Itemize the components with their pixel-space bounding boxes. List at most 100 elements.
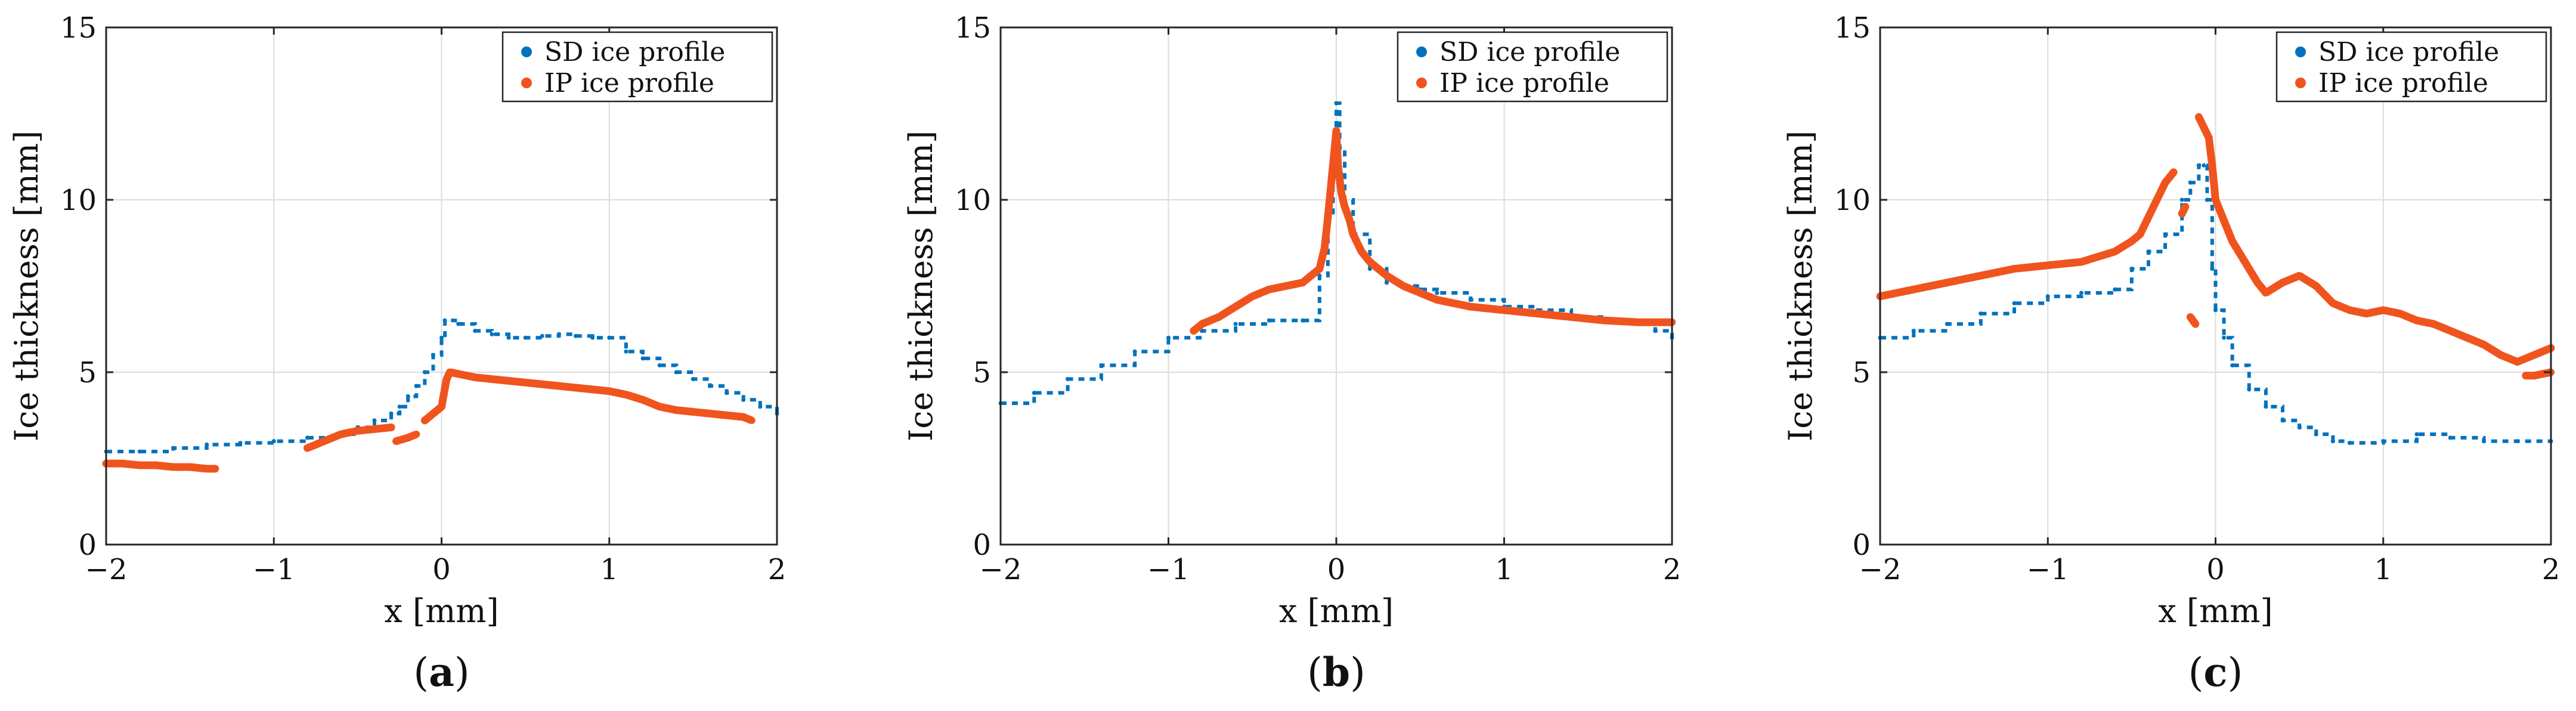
data-point	[1267, 318, 1271, 323]
data-point	[1383, 272, 1391, 280]
data-point	[1265, 286, 1273, 293]
data-point	[2379, 306, 2387, 314]
x-tick-label: 0	[1327, 553, 1346, 586]
x-tick-label: −2	[85, 553, 128, 586]
y-tick-label: 5	[78, 356, 97, 389]
data-point	[574, 333, 578, 338]
data-point	[456, 322, 461, 326]
data-point	[2196, 163, 2201, 168]
data-point	[1435, 290, 1439, 295]
data-point	[1032, 391, 1036, 395]
data-point	[2220, 217, 2228, 224]
data-point	[413, 431, 420, 438]
data-point	[2522, 372, 2529, 379]
data-point	[724, 391, 729, 395]
data-point	[505, 377, 512, 385]
data-point	[372, 418, 377, 423]
legend-ip-label: IP ice profile	[544, 68, 714, 98]
data-point	[2163, 232, 2168, 237]
data-point	[2230, 363, 2235, 367]
y-tick-label: 0	[78, 528, 97, 562]
data-point	[2045, 294, 2050, 299]
x-tick-label: 2	[1663, 553, 1682, 586]
data-point	[404, 434, 412, 441]
data-point	[2191, 320, 2199, 328]
data-point	[1249, 292, 1256, 300]
data-point	[656, 403, 664, 410]
data-point	[2482, 439, 2486, 444]
x-tick-label: 0	[2206, 553, 2225, 586]
plot-area	[102, 318, 779, 473]
sd-step-line	[1001, 101, 1674, 406]
legend-sd-marker	[521, 47, 532, 57]
data-point	[555, 382, 563, 390]
data-point	[2245, 265, 2253, 273]
legend-sd-marker	[1416, 47, 1427, 57]
ip-series	[102, 368, 756, 473]
x-tick-label: −1	[1147, 553, 1190, 586]
data-point	[1324, 213, 1332, 221]
data-point	[2312, 282, 2320, 290]
data-point	[2413, 317, 2420, 324]
data-point	[1301, 318, 1305, 323]
y-axis-label: Ice thickness [mm]	[1782, 131, 1819, 441]
data-point	[706, 410, 714, 418]
data-point	[2178, 210, 2186, 218]
data-point	[523, 335, 528, 340]
legend-sd-label: SD ice profile	[1439, 37, 1620, 67]
data-point	[522, 379, 530, 387]
data-point	[2237, 251, 2244, 259]
data-point	[1534, 310, 1541, 317]
data-point	[421, 416, 429, 424]
data-point	[2111, 248, 2119, 255]
data-point	[639, 396, 646, 404]
ip-series	[1190, 126, 1676, 335]
data-point	[1132, 349, 1137, 354]
legend-ip-label: IP ice profile	[2318, 68, 2488, 98]
data-point	[2202, 163, 2206, 168]
data-point	[119, 460, 127, 468]
data-point	[442, 375, 450, 383]
data-point	[673, 406, 680, 414]
data-point	[169, 463, 177, 471]
data-point	[2530, 372, 2538, 379]
data-point	[442, 318, 447, 323]
data-point	[2247, 387, 2252, 392]
data-point	[748, 416, 756, 424]
data-point	[2363, 310, 2370, 317]
data-point	[1384, 280, 1389, 285]
data-point	[1282, 282, 1290, 290]
y-tick-label: 0	[1852, 528, 1871, 562]
data-point	[354, 427, 361, 435]
data-point	[2212, 196, 2219, 203]
data-point	[2222, 335, 2227, 340]
data-point	[438, 403, 445, 410]
x-tick-label: 1	[2374, 553, 2392, 586]
data-point	[429, 410, 437, 418]
data-point	[2179, 197, 2184, 202]
panel-label: (a)	[413, 649, 469, 695]
data-point	[1467, 303, 1475, 311]
data-point	[1653, 329, 1658, 333]
x-tick-label: 1	[1495, 553, 1513, 586]
y-tick-label: 5	[1852, 356, 1871, 389]
data-point	[2202, 127, 2209, 135]
data-point	[1366, 258, 1374, 266]
data-point	[388, 423, 395, 431]
y-axis-label: Ice thickness [mm]	[902, 131, 940, 441]
legend-sd-marker	[2295, 47, 2306, 57]
ip-segment	[2194, 113, 2555, 366]
legend-ip-marker	[1416, 78, 1427, 88]
x-tick-label: −1	[2027, 553, 2069, 586]
data-point	[2396, 310, 2404, 317]
data-point	[2199, 120, 2206, 128]
data-point	[2262, 289, 2270, 297]
data-point	[397, 404, 402, 409]
legend-box	[1397, 31, 1668, 103]
panel-label: (c)	[2188, 649, 2243, 695]
data-point	[1977, 272, 1984, 280]
data-point	[405, 394, 410, 398]
data-point	[589, 385, 596, 393]
